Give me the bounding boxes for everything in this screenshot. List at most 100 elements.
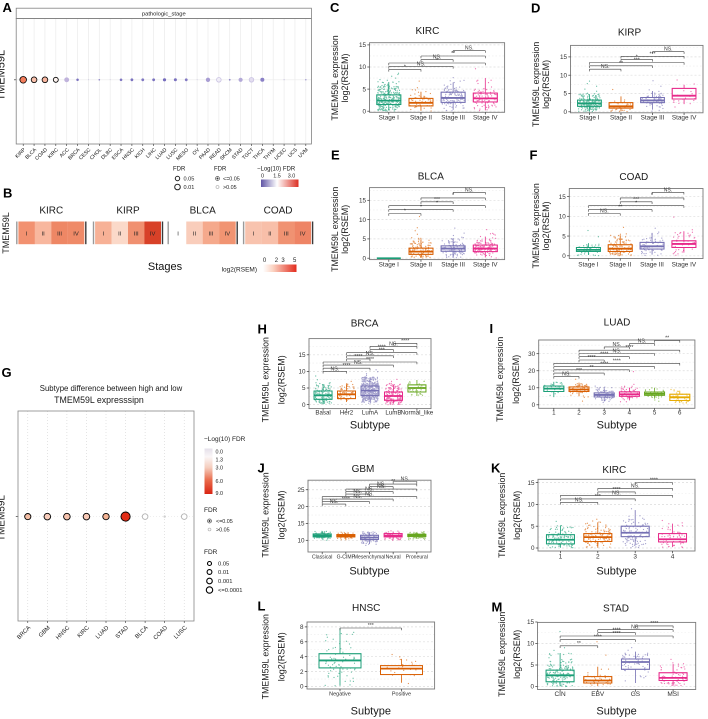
svg-text:TMEM59L expression: TMEM59L expression <box>261 337 271 422</box>
svg-text:Stage IV: Stage IV <box>473 115 498 122</box>
svg-text:<=0.0001: <=0.0001 <box>218 588 243 594</box>
svg-text:*: * <box>420 205 422 211</box>
svg-text:0.05: 0.05 <box>184 177 195 183</box>
svg-text:NS.: NS. <box>354 360 363 366</box>
svg-text:*: * <box>452 193 454 199</box>
svg-text:GS: GS <box>631 691 641 698</box>
svg-text:II: II <box>268 231 272 237</box>
svg-text:KIRC: KIRC <box>415 26 439 37</box>
svg-text:NS.: NS. <box>465 187 474 193</box>
svg-text:Stage III: Stage III <box>641 115 665 122</box>
svg-text:Normal_like: Normal_like <box>401 410 434 417</box>
svg-text:NS.: NS. <box>612 349 621 355</box>
svg-text:15: 15 <box>298 352 306 359</box>
svg-text:>0.05: >0.05 <box>223 185 237 191</box>
svg-text:IV: IV <box>73 231 79 237</box>
svg-text:LUAD: LUAD <box>604 317 631 328</box>
svg-text:K: K <box>491 461 501 476</box>
svg-text:NS.: NS. <box>365 487 374 493</box>
svg-text:KIRC: KIRC <box>39 206 63 217</box>
svg-text:Subtype: Subtype <box>351 706 391 718</box>
svg-text:KIRC: KIRC <box>602 465 626 476</box>
svg-text:*: * <box>436 201 438 207</box>
svg-text:HNSC: HNSC <box>352 603 380 614</box>
svg-text:NS.: NS. <box>664 187 673 193</box>
svg-text:M: M <box>492 599 503 614</box>
svg-text:2: 2 <box>275 258 279 264</box>
svg-text:****: **** <box>613 358 621 364</box>
svg-text:4: 4 <box>671 554 675 561</box>
svg-text:TMEM59L expression: TMEM59L expression <box>261 472 271 557</box>
svg-text:NS.: NS. <box>612 490 621 496</box>
svg-text:NS.: NS. <box>377 482 386 488</box>
svg-text:TMEM59L expression: TMEM59L expression <box>531 42 541 127</box>
svg-text:0: 0 <box>532 402 536 409</box>
svg-text:log2(RSEM): log2(RSEM) <box>340 205 350 254</box>
svg-text:10: 10 <box>559 214 567 221</box>
svg-text:log2(RSEM): log2(RSEM) <box>277 355 287 404</box>
svg-text:NS.: NS. <box>401 477 410 483</box>
svg-text:NS.: NS. <box>562 371 571 377</box>
svg-text:6: 6 <box>678 410 682 417</box>
svg-text:***: *** <box>434 197 440 203</box>
svg-text:5: 5 <box>362 86 366 93</box>
svg-text:IV: IV <box>225 231 231 237</box>
svg-text:Basal: Basal <box>315 410 330 417</box>
svg-text:20: 20 <box>528 368 536 375</box>
svg-text:log2(RSEM): log2(RSEM) <box>511 355 521 404</box>
svg-text:NS.: NS. <box>664 47 673 53</box>
svg-text:Her2: Her2 <box>340 410 354 417</box>
svg-text:LumA: LumA <box>362 410 379 417</box>
svg-text:0: 0 <box>261 174 264 180</box>
svg-text:****: **** <box>650 478 658 484</box>
svg-text:IV: IV <box>300 231 306 237</box>
svg-text:0: 0 <box>530 684 534 691</box>
svg-text:**: ** <box>619 61 623 67</box>
svg-text:COAD: COAD <box>264 206 293 217</box>
svg-text:4: 4 <box>300 654 304 661</box>
svg-text:3.0: 3.0 <box>288 174 296 180</box>
svg-text:log2(RSEM): log2(RSEM) <box>222 267 257 274</box>
svg-text:log2(RSEM): log2(RSEM) <box>277 490 287 539</box>
svg-text:III: III <box>57 231 62 237</box>
svg-text:L: L <box>258 599 266 614</box>
svg-text:STAD: STAD <box>603 604 629 615</box>
svg-text:NS.: NS. <box>638 339 647 345</box>
svg-text:NS.: NS. <box>465 46 474 52</box>
svg-text:4: 4 <box>628 410 632 417</box>
svg-text:FDR: FDR <box>173 167 186 173</box>
svg-text:**: ** <box>665 335 669 341</box>
svg-text:NS.: NS. <box>330 366 339 372</box>
svg-text:NS.: NS. <box>601 64 610 70</box>
svg-text:5: 5 <box>302 385 306 392</box>
svg-text:1.3: 1.3 <box>216 458 224 464</box>
svg-text:F: F <box>530 147 538 162</box>
svg-text:10: 10 <box>298 369 306 376</box>
svg-text:KIRP: KIRP <box>116 206 140 217</box>
svg-text:II: II <box>118 231 122 237</box>
svg-text:II: II <box>193 231 197 237</box>
svg-text:***: *** <box>595 494 601 500</box>
svg-text:0: 0 <box>300 684 304 691</box>
svg-text:0: 0 <box>302 402 306 409</box>
svg-text:0.0: 0.0 <box>216 450 224 456</box>
svg-text:****: **** <box>600 362 608 368</box>
svg-text:I: I <box>103 231 105 237</box>
svg-text:0.01: 0.01 <box>218 570 229 576</box>
svg-text:NS.: NS. <box>353 494 362 500</box>
svg-text:log2(RSEM): log2(RSEM) <box>340 53 350 102</box>
svg-text:Subtype: Subtype <box>350 420 390 432</box>
svg-text:log2(RSEM): log2(RSEM) <box>541 201 551 250</box>
svg-text:5: 5 <box>293 258 297 264</box>
svg-text:H: H <box>258 321 267 336</box>
svg-text:30: 30 <box>528 351 536 358</box>
svg-text:**: ** <box>618 205 622 211</box>
svg-text:*: * <box>404 64 406 70</box>
svg-text:TMEM59L expression: TMEM59L expression <box>497 473 507 558</box>
svg-text:****: **** <box>378 345 386 351</box>
svg-text:TMEM59L expression: TMEM59L expression <box>330 187 340 272</box>
svg-text:II: II <box>41 231 45 237</box>
svg-text:2: 2 <box>300 669 304 676</box>
svg-text:LumB: LumB <box>385 410 401 417</box>
svg-text:FDR: FDR <box>204 549 218 556</box>
